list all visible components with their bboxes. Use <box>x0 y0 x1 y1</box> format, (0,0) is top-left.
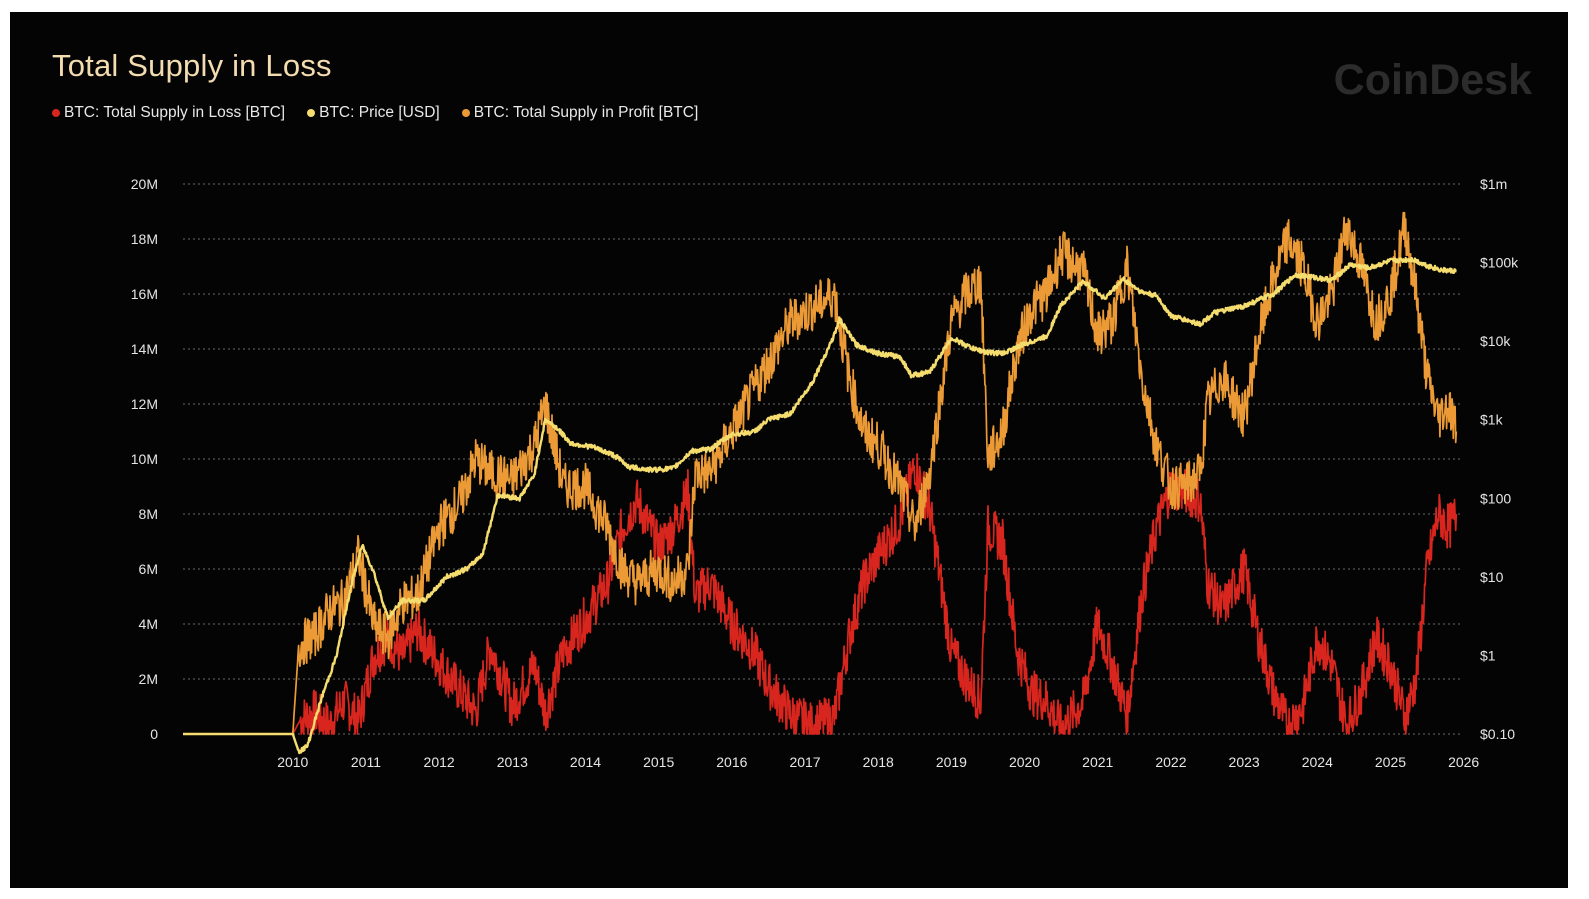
x-tick-label: 2019 <box>936 754 967 770</box>
x-tick-label: 2024 <box>1302 754 1333 770</box>
legend-item-supply-in-loss[interactable]: BTC: Total Supply in Loss [BTC] <box>52 104 285 122</box>
y-right-tick-label: $10 <box>1480 569 1504 585</box>
chart-legend: BTC: Total Supply in Loss [BTC] BTC: Pri… <box>52 104 698 122</box>
legend-label: BTC: Total Supply in Loss [BTC] <box>64 104 286 121</box>
chart-panel: Total Supply in Loss CoinDesk BTC: Total… <box>10 12 1568 888</box>
y-left-tick-label: 6M <box>139 561 158 577</box>
series-supply-in-profit-line <box>182 211 1458 735</box>
y-left-tick-label: 16M <box>131 286 158 302</box>
x-tick-label: 2025 <box>1375 754 1406 770</box>
y-right-tick-label: $0.10 <box>1480 726 1515 742</box>
x-tick-label: 2010 <box>277 754 308 770</box>
x-tick-label: 2018 <box>863 754 894 770</box>
legend-label: BTC: Price [USD] <box>319 104 440 121</box>
legend-item-price[interactable]: BTC: Price [USD] <box>307 104 440 122</box>
legend-dot-icon <box>52 109 60 117</box>
y-right-tick-label: $1k <box>1480 412 1504 428</box>
legend-dot-icon <box>307 109 316 117</box>
y-left-tick-label: 18M <box>131 231 158 247</box>
chart-title: Total Supply in Loss <box>52 48 332 83</box>
y-right-tick-label: $1 <box>1480 647 1496 663</box>
legend-label: BTC: Total Supply in Profit [BTC] <box>473 104 699 121</box>
x-tick-label: 2016 <box>716 754 747 770</box>
y-left-tick-label: 10M <box>131 451 158 467</box>
x-tick-label: 2017 <box>789 754 820 770</box>
y-left-tick-label: 4M <box>139 616 158 632</box>
y-right-tick-label: $10k <box>1480 333 1511 349</box>
x-tick-label: 2022 <box>1155 754 1186 770</box>
x-tick-label: 2011 <box>351 754 381 770</box>
legend-item-supply-in-profit[interactable]: BTC: Total Supply in Profit [BTC] <box>461 104 699 122</box>
y-left-tick-label: 12M <box>131 396 158 412</box>
x-tick-label: 2014 <box>570 754 601 770</box>
y-right-tick-label: $100k <box>1480 255 1519 271</box>
legend-dot-icon <box>461 109 470 117</box>
x-tick-label: 2021 <box>1082 754 1113 770</box>
x-tick-label: 2023 <box>1229 754 1260 770</box>
coindesk-watermark: CoinDesk <box>1333 56 1532 104</box>
series-price-line <box>182 256 1457 755</box>
y-left-tick-label: 14M <box>131 341 158 357</box>
x-tick-label: 2020 <box>1009 754 1040 770</box>
x-tick-label: 2026 <box>1448 754 1479 770</box>
x-tick-label: 2012 <box>424 754 455 770</box>
y-left-tick-label: 20M <box>131 176 158 192</box>
y-right-tick-label: $100 <box>1480 490 1511 506</box>
x-tick-label: 2015 <box>643 754 674 770</box>
series-supply-in-loss-line <box>182 453 1458 735</box>
y-left-tick-label: 2M <box>139 671 158 687</box>
x-tick-label: 2013 <box>497 754 528 770</box>
y-left-tick-label: 0 <box>150 726 158 742</box>
y-right-tick-label: $1m <box>1480 176 1507 192</box>
chart-plot: 0 2M 4M 6M 8M 10M 12M 14M 16M 18M 20M $0.10 $1 $10 $10… <box>131 176 1519 770</box>
y-left-tick-label: 8M <box>139 506 158 522</box>
